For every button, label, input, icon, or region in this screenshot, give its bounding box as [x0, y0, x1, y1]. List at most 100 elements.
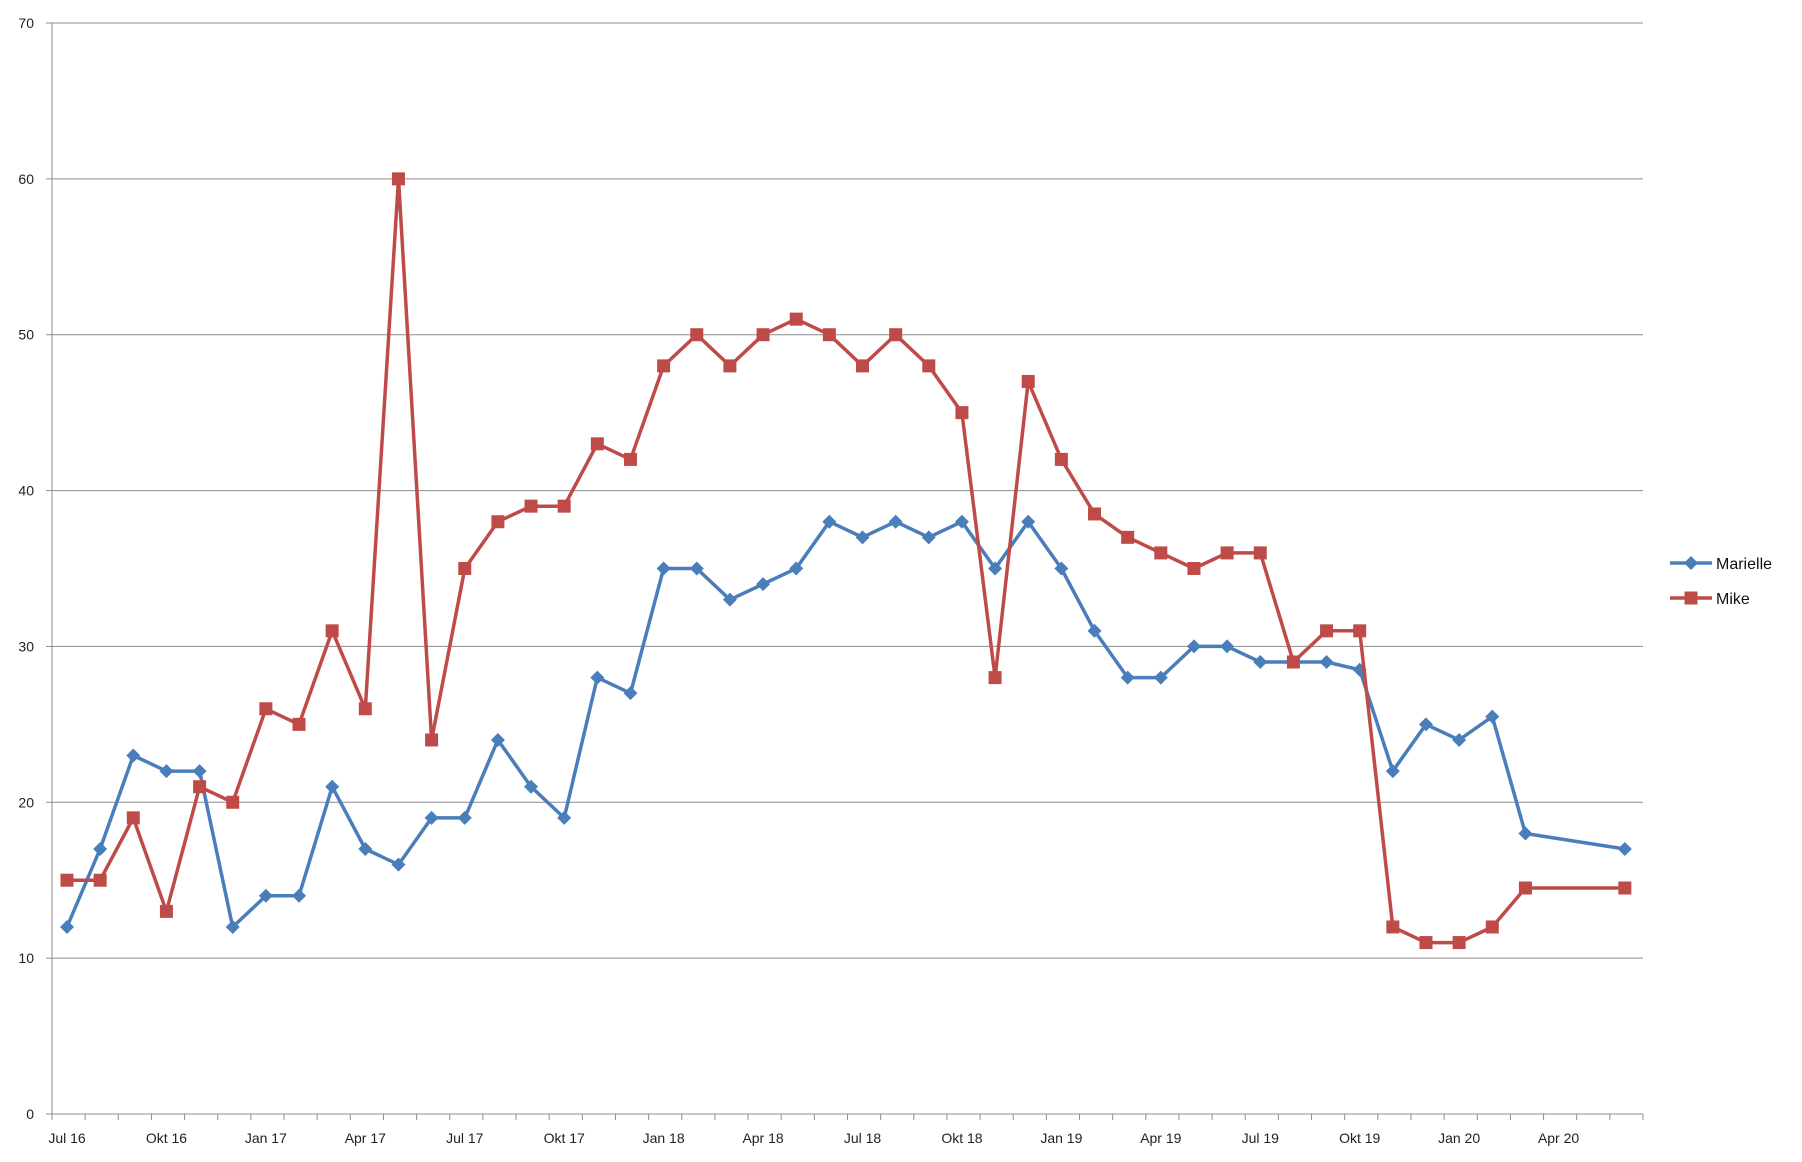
data-point [1452, 732, 1467, 747]
data-point [226, 795, 240, 809]
data-point [1021, 374, 1035, 388]
data-point [1418, 717, 1433, 732]
data-point [524, 779, 539, 794]
data-point [656, 561, 671, 576]
series-line-mike [67, 177, 1625, 945]
data-point [1419, 936, 1433, 950]
x-tick-label: Apr 18 [742, 1130, 783, 1146]
data-point [325, 779, 340, 794]
data-point [690, 328, 704, 342]
y-tick-label: 0 [26, 1106, 34, 1122]
y-tick-label: 10 [18, 950, 34, 966]
data-point [524, 499, 538, 513]
x-tick-label: Jul 16 [48, 1130, 86, 1146]
legend-label: Marielle [1716, 556, 1772, 573]
x-tick-label: Jan 18 [643, 1130, 685, 1146]
data-point [1187, 562, 1201, 575]
legend-marker [1684, 591, 1698, 605]
data-point [1054, 561, 1069, 576]
legend-label: Mike [1716, 591, 1750, 608]
y-tick-label: 70 [18, 15, 34, 31]
data-point [557, 810, 572, 825]
y-tick-label: 50 [18, 327, 34, 343]
data-point [1220, 639, 1235, 654]
data-point [856, 359, 869, 373]
data-point [424, 810, 439, 825]
data-point [458, 562, 472, 575]
data-point [490, 732, 505, 747]
data-point [1353, 624, 1367, 638]
x-tick-label: Okt 19 [1339, 1130, 1380, 1146]
x-tick-label: Jul 17 [446, 1130, 484, 1146]
x-tick-label: Apr 20 [1538, 1130, 1579, 1146]
legend-item-marielle: Marielle [1670, 556, 1772, 573]
y-axis-tick-labels: 0 10 20 30 40 50 60 70 [18, 15, 34, 1122]
data-point [756, 577, 771, 592]
data-point [1319, 655, 1334, 670]
data-point [159, 764, 174, 779]
legend: Marielle Mike [1670, 556, 1772, 608]
x-tick-label: Jul 19 [1242, 1130, 1280, 1146]
x-tick-label: Jan 17 [245, 1130, 287, 1146]
x-tick-label: Apr 19 [1140, 1130, 1181, 1146]
data-point [1286, 655, 1300, 669]
y-tick-label: 60 [18, 171, 34, 187]
data-point [1021, 514, 1036, 529]
series-mike [60, 172, 1632, 950]
x-tick-label: Jul 18 [844, 1130, 882, 1146]
data-point [1385, 764, 1400, 779]
data-point [855, 530, 870, 545]
data-point [590, 437, 604, 451]
data-point [259, 702, 273, 716]
y-tick-label: 20 [18, 794, 34, 810]
data-point [1253, 546, 1267, 560]
x-tick-label: Jan 19 [1040, 1130, 1082, 1146]
data-point [590, 670, 605, 685]
data-point [756, 328, 770, 342]
data-point [491, 515, 505, 529]
data-point [1485, 920, 1499, 934]
data-point [1120, 670, 1135, 685]
data-point [922, 359, 936, 373]
data-point [1054, 452, 1068, 466]
data-point [391, 172, 405, 186]
data-point [126, 748, 141, 763]
y-tick-label: 30 [18, 638, 34, 654]
x-axis-tick-labels: Jul 16 Okt 16 Jan 17 Apr 17 Jul 17 Okt 17 Jan … [48, 1130, 1579, 1146]
data-point [193, 780, 207, 794]
x-tick-label: Apr 17 [345, 1130, 386, 1146]
data-point [1386, 920, 1400, 934]
data-point [1154, 546, 1168, 560]
x-tick-label: Okt 17 [544, 1130, 585, 1146]
data-point [1485, 709, 1500, 724]
data-point [126, 811, 140, 825]
data-point [325, 624, 339, 638]
data-point [722, 592, 737, 607]
data-point [921, 530, 936, 545]
data-point [723, 359, 737, 373]
data-point [1617, 842, 1632, 857]
data-point [1518, 881, 1532, 895]
data-point [557, 499, 571, 513]
data-point [657, 359, 671, 373]
x-axis-ticks [51, 1114, 1644, 1120]
data-point [1088, 507, 1102, 521]
x-tick-label: Okt 16 [146, 1130, 187, 1146]
data-point [988, 671, 1002, 685]
data-point [1087, 623, 1102, 638]
data-point [60, 919, 74, 934]
legend-item-mike: Mike [1670, 591, 1750, 608]
data-point [623, 452, 637, 466]
data-point [1186, 639, 1201, 654]
data-point [292, 888, 307, 903]
data-point [60, 873, 74, 887]
series-layer [60, 172, 1632, 950]
gridlines [52, 22, 1643, 959]
data-point [822, 514, 837, 529]
data-point [955, 406, 969, 420]
data-point [1618, 881, 1632, 895]
data-point [954, 514, 969, 529]
data-point [1452, 936, 1466, 950]
data-point [1518, 826, 1533, 841]
